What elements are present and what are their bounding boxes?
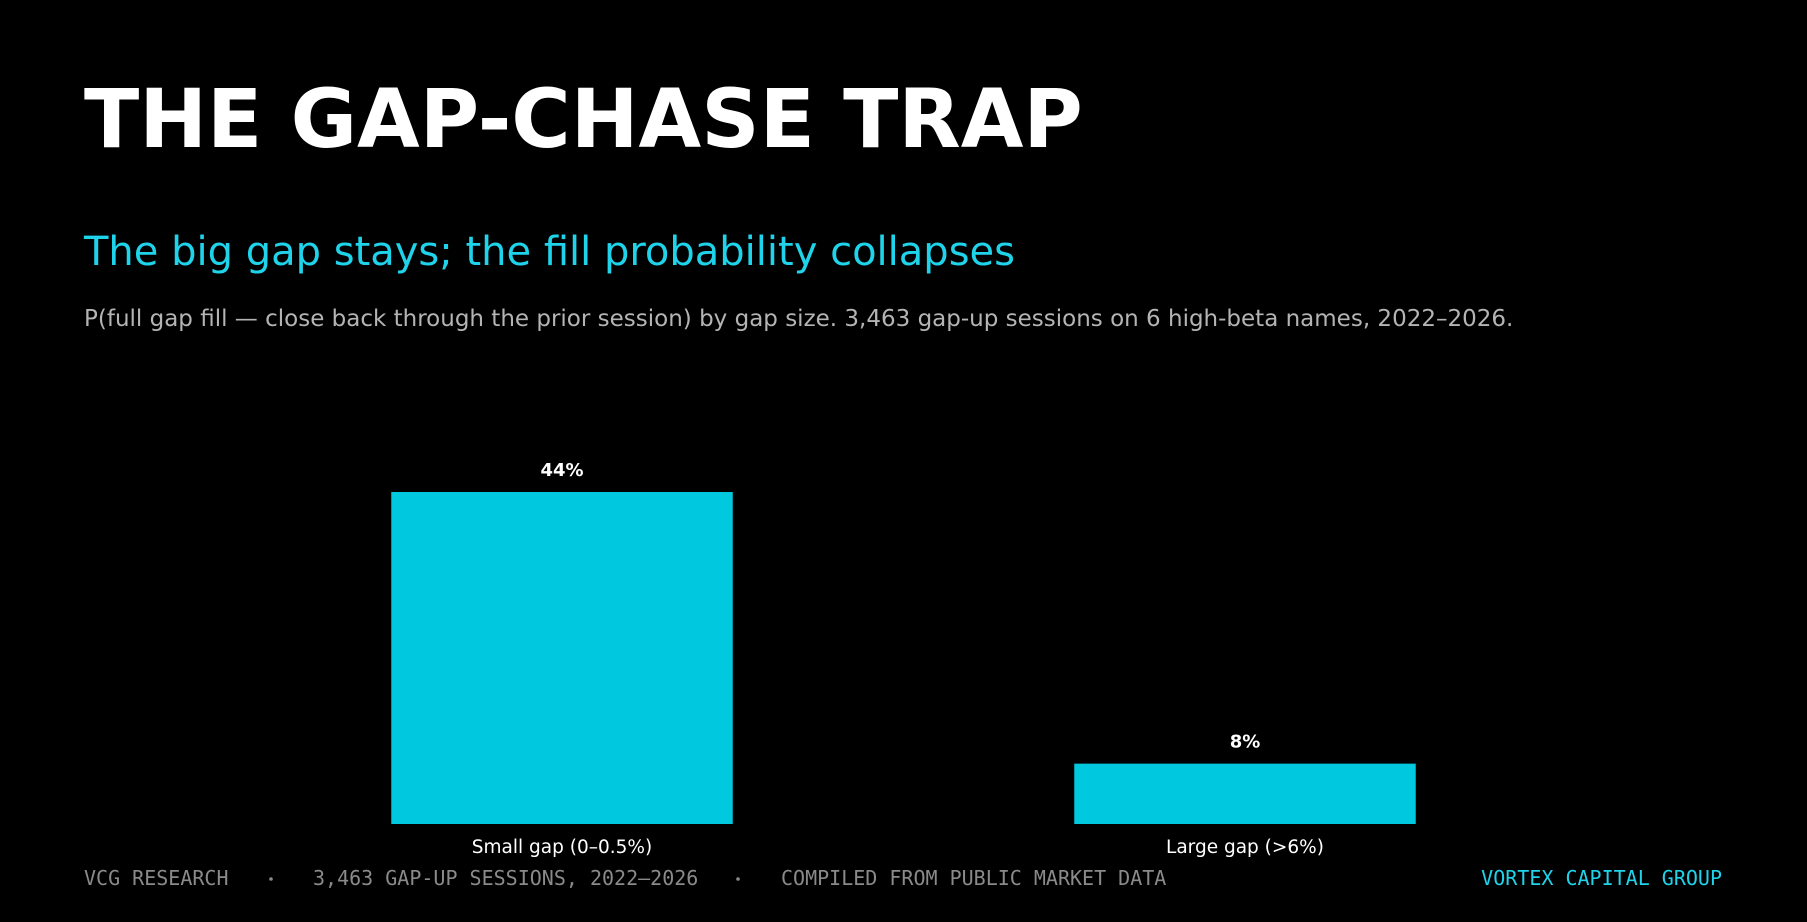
bar (391, 492, 733, 824)
footer: VCG RESEARCH 3,463 GAP-UP SESSIONS, 2022… (84, 866, 1722, 890)
value-label: 44% (540, 460, 583, 481)
x-tick-label: Large gap (>6%) (1166, 837, 1324, 858)
x-tick-label: Small gap (0–0.5%) (472, 837, 652, 858)
chart-title: THE GAP-CHASE TRAP (84, 73, 1083, 167)
chart-description: P(full gap fill — close back through the… (84, 306, 1513, 332)
value-label: 8% (1230, 732, 1261, 753)
separator (736, 877, 740, 881)
footer-item: 3,463 GAP-UP SESSIONS, 2022–2026 (313, 866, 698, 890)
separator (269, 877, 273, 881)
brand: VORTEX CAPITAL GROUP (1481, 866, 1722, 890)
footer-item: COMPILED FROM PUBLIC MARKET DATA (781, 866, 1166, 890)
footer-item: VCG RESEARCH (84, 866, 229, 890)
bar (1074, 763, 1416, 824)
chart-subtitle: The big gap stays; the fill probability … (83, 229, 1015, 275)
